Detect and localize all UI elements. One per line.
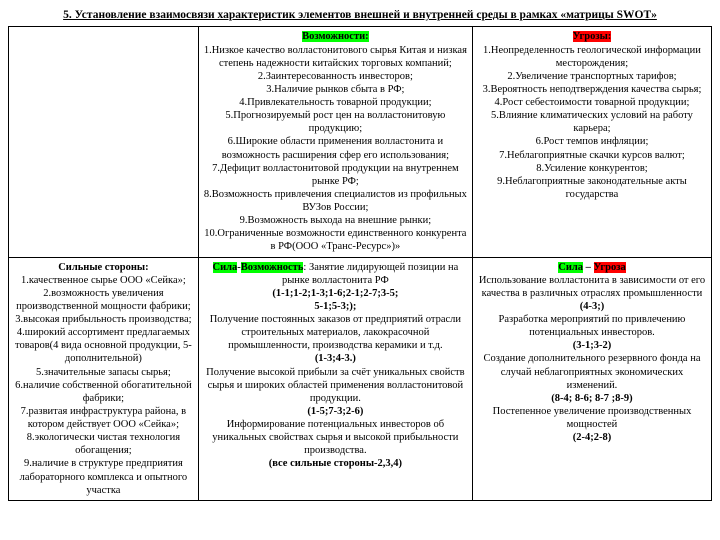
so-vozm: Возможность [241, 262, 304, 273]
st-b4: (2-4;2-8) [477, 431, 707, 444]
threats-header: Угрозы: [573, 31, 612, 42]
so-rest: : Занятие лидирующей позиции на рынке во… [282, 262, 458, 286]
strengths-header: Сильные стороны: [58, 262, 148, 273]
so-b2: (1-3;4-3.) [203, 352, 468, 365]
cell-threats: Угрозы: 1.Неопределенность геологической… [472, 27, 711, 257]
strengths-body: 1.качественное сырье ООО «Сейка»; 2.возм… [13, 274, 194, 497]
so-p3: Получение высокой прибыли за счёт уникал… [203, 366, 468, 405]
st-b1: (4-3;) [477, 300, 707, 313]
so-b4: (все сильные стороны-2,3,4) [203, 457, 468, 470]
st-p4: Постепенное увеличение производственных … [477, 405, 707, 431]
cell-st: Сила – Угроза Использование волластонита… [472, 257, 711, 500]
cell-strengths: Сильные стороны: 1.качественное сырье ОО… [9, 257, 199, 500]
st-b2: (3-1;3-2) [477, 339, 707, 352]
st-p1: Использование волластонита в зависимости… [477, 274, 707, 300]
so-sila: Сила [213, 262, 238, 273]
opportunities-header: Возможности: [302, 31, 369, 42]
cell-empty [9, 27, 199, 257]
swot-table: Возможности: 1.Низкое качество волластон… [8, 26, 712, 500]
page-title: 5. Установление взаимосвязи характеристи… [8, 8, 712, 22]
threats-body: 1.Неопределенность геологической информа… [477, 44, 707, 202]
st-ugr: Угроза [594, 262, 626, 273]
table-row: Возможности: 1.Низкое качество волластон… [9, 27, 712, 257]
opportunities-body: 1.Низкое качество волластонитового сырья… [203, 44, 468, 254]
table-row: Сильные стороны: 1.качественное сырье ОО… [9, 257, 712, 500]
st-b3: (8-4; 8-6; 8-7 ;8-9) [477, 392, 707, 405]
so-b1: (1-1;1-2;1-3;1-6;2-1;2-7;3-5; 5-1;5-3;); [203, 287, 468, 313]
so-p2: Получение постоянных заказов от предприя… [203, 313, 468, 352]
cell-opportunities: Возможности: 1.Низкое качество волластон… [198, 27, 472, 257]
so-b3: (1-5;7-3;2-6) [203, 405, 468, 418]
so-p4: Информирование потенциальных инвесторов … [203, 418, 468, 457]
st-sila: Сила [558, 262, 583, 273]
st-p2: Разработка мероприятий по привлечению по… [477, 313, 707, 339]
st-dash: – [583, 262, 594, 273]
st-p3: Создание дополнительного резервного фонд… [477, 352, 707, 391]
cell-so: Сила-Возможность: Занятие лидирующей поз… [198, 257, 472, 500]
